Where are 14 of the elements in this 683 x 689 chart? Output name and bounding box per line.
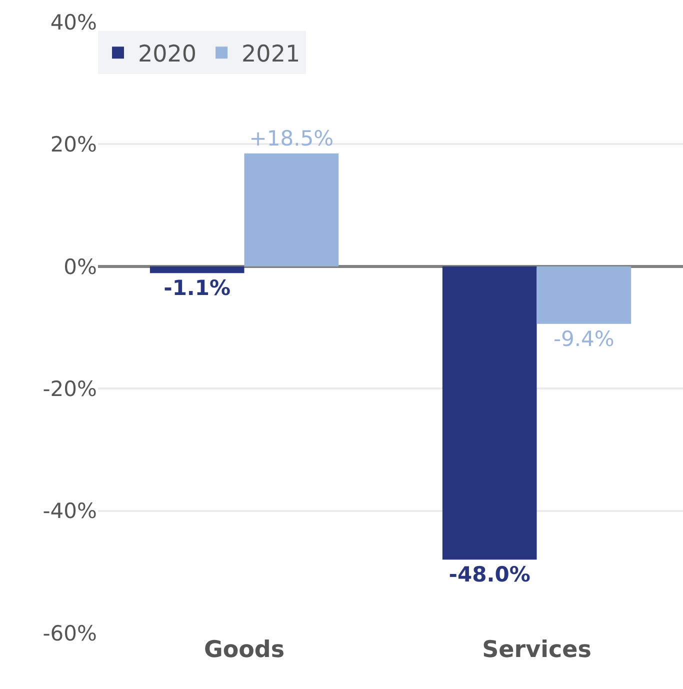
data-label: -9.4% — [553, 326, 614, 351]
data-label: -48.0% — [448, 562, 530, 587]
legend-label: 2020 — [138, 42, 197, 68]
y-tick-label: 20% — [50, 132, 97, 157]
legend-label: 2021 — [242, 42, 300, 68]
x-tick-label: Goods — [204, 637, 285, 663]
data-label: -1.1% — [164, 276, 231, 300]
y-tick-label: 0% — [64, 254, 97, 279]
y-tick-label: 40% — [50, 10, 97, 34]
data-label: +18.5% — [249, 126, 334, 150]
y-tick-label: -20% — [42, 376, 97, 401]
y-tick-label: -60% — [42, 621, 97, 646]
y-tick-label: -40% — [42, 499, 97, 524]
x-tick-label: Services — [482, 637, 592, 663]
